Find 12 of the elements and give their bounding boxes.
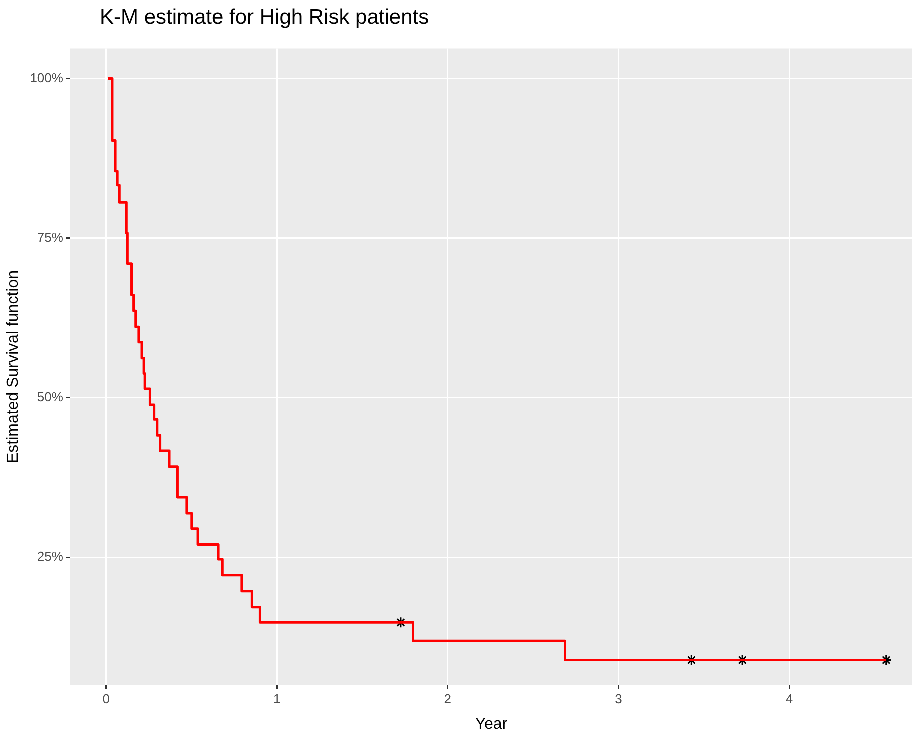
x-tick-label: 1 — [274, 692, 281, 707]
chart-title: K-M estimate for High Risk patients — [100, 6, 430, 30]
x-axis-title: Year — [475, 716, 508, 733]
x-tick-label: 3 — [615, 692, 622, 707]
y-axis-title: Estimated Survival function — [5, 270, 22, 464]
x-tick-label: 0 — [102, 692, 110, 707]
y-tick-label: 75% — [37, 230, 64, 245]
y-tick-label: 50% — [37, 390, 64, 405]
x-tick-label: 4 — [786, 692, 794, 707]
y-tick-label: 25% — [37, 549, 64, 564]
x-tick-label: 2 — [444, 692, 452, 707]
y-tick-label: 100% — [30, 70, 64, 86]
